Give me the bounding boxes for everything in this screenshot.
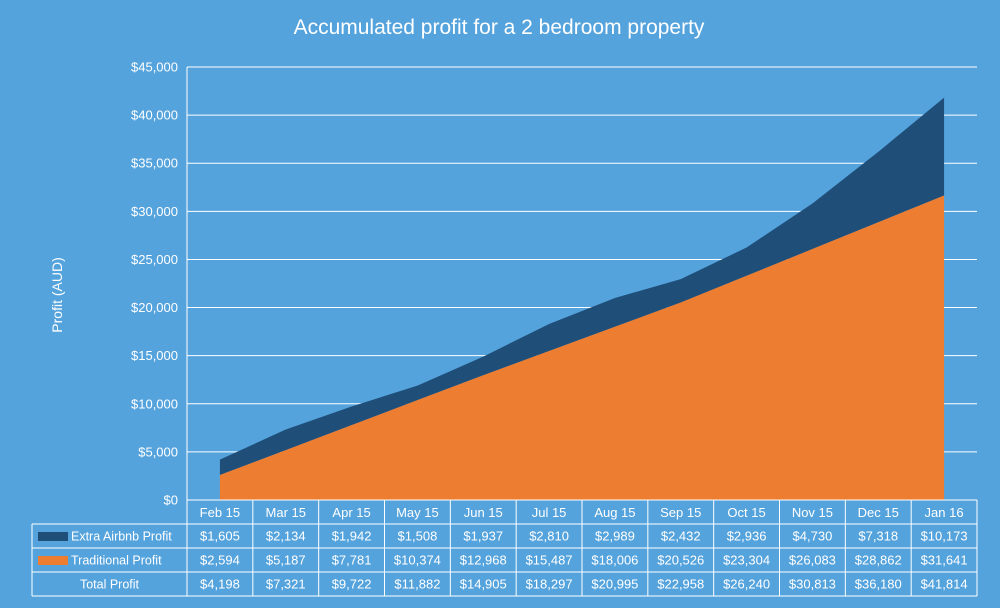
area-traditional-profit [219, 195, 945, 500]
x-tick-label: Oct 15 [727, 505, 765, 520]
y-tick-label: $0 [164, 493, 178, 508]
y-tick-label: $25,000 [131, 252, 178, 267]
x-tick-label: Jan 16 [925, 505, 964, 520]
data-label-traditional-profit: $12,968 [460, 553, 507, 568]
y-tick-label: $30,000 [131, 204, 178, 219]
legend-label-traditional-profit: Traditional Profit [71, 554, 162, 568]
x-tick-label: Dec 15 [858, 505, 899, 520]
x-tick-label: Sep 15 [660, 505, 701, 520]
row-label-total-profit: Total Profit [80, 578, 140, 592]
data-label-traditional-profit: $28,862 [855, 553, 902, 568]
data-label-extra-airbnb-profit: $7,318 [858, 529, 898, 544]
data-label-extra-airbnb-profit: $1,605 [200, 529, 240, 544]
y-tick-label: $20,000 [131, 300, 178, 315]
legend-swatch-extra-airbnb-profit [38, 532, 68, 541]
data-label-traditional-profit: $20,526 [657, 553, 704, 568]
y-tick-label: $5,000 [138, 444, 178, 459]
y-tick-label: $45,000 [131, 60, 178, 75]
y-tick-label: $35,000 [131, 156, 178, 171]
data-label-extra-airbnb-profit: $4,730 [793, 529, 833, 544]
data-label-total-profit: $20,995 [591, 577, 638, 592]
y-tick-label: $40,000 [131, 108, 178, 123]
legend-label-extra-airbnb-profit: Extra Airbnb Profit [71, 530, 172, 544]
data-label-total-profit: $26,240 [723, 577, 770, 592]
data-label-extra-airbnb-profit: $2,810 [529, 529, 569, 544]
x-tick-label: Jul 15 [532, 505, 567, 520]
data-label-total-profit: $36,180 [855, 577, 902, 592]
y-tick-label: $15,000 [131, 348, 178, 363]
data-label-traditional-profit: $31,641 [921, 553, 968, 568]
data-label-extra-airbnb-profit: $1,937 [463, 529, 503, 544]
data-label-extra-airbnb-profit: $1,942 [332, 529, 372, 544]
legend-swatch-traditional-profit [38, 556, 68, 565]
data-label-traditional-profit: $7,781 [332, 553, 372, 568]
data-label-traditional-profit: $2,594 [200, 553, 240, 568]
data-label-total-profit: $7,321 [266, 577, 306, 592]
x-tick-label: Feb 15 [200, 505, 240, 520]
data-label-total-profit: $30,813 [789, 577, 836, 592]
data-label-total-profit: $14,905 [460, 577, 507, 592]
data-label-traditional-profit: $18,006 [591, 553, 638, 568]
y-axis-ticks: $0 $5,000 $10,000 $15,000 $20,000 $25,000 $30,… [131, 60, 178, 508]
x-tick-label: Jun 15 [464, 505, 503, 520]
data-label-traditional-profit: $5,187 [266, 553, 306, 568]
x-tick-label: May 15 [396, 505, 439, 520]
data-label-extra-airbnb-profit: $2,989 [595, 529, 635, 544]
x-tick-label: Mar 15 [266, 505, 306, 520]
area-extra-airbnb-profit [219, 97, 945, 476]
area-series [219, 97, 945, 500]
data-label-extra-airbnb-profit: $10,173 [921, 529, 968, 544]
y-tick-label: $10,000 [131, 396, 178, 411]
x-tick-label: Aug 15 [594, 505, 635, 520]
data-label-total-profit: $4,198 [200, 577, 240, 592]
data-label-total-profit: $9,722 [332, 577, 372, 592]
data-label-traditional-profit: $26,083 [789, 553, 836, 568]
data-label-total-profit: $18,297 [526, 577, 573, 592]
data-label-extra-airbnb-profit: $2,936 [727, 529, 767, 544]
x-tick-label: Apr 15 [332, 505, 370, 520]
data-table: Feb 15 Mar 15 Apr 15 May 15 Jun 15 Jul 15 Aug … [31, 499, 978, 597]
chart-title: Accumulated profit for a 2 bedroom prope… [294, 16, 705, 39]
data-label-extra-airbnb-profit: $1,508 [398, 529, 438, 544]
data-label-total-profit: $41,814 [921, 577, 968, 592]
data-label-extra-airbnb-profit: $2,432 [661, 529, 701, 544]
y-axis-label: Profit (AUD) [49, 257, 65, 332]
data-label-traditional-profit: $10,374 [394, 553, 441, 568]
data-label-total-profit: $11,882 [394, 577, 440, 592]
x-tick-label: Nov 15 [792, 505, 833, 520]
data-label-total-profit: $22,958 [657, 577, 704, 592]
data-label-extra-airbnb-profit: $2,134 [266, 529, 306, 544]
data-label-traditional-profit: $23,304 [723, 553, 770, 568]
data-label-traditional-profit: $15,487 [526, 553, 573, 568]
